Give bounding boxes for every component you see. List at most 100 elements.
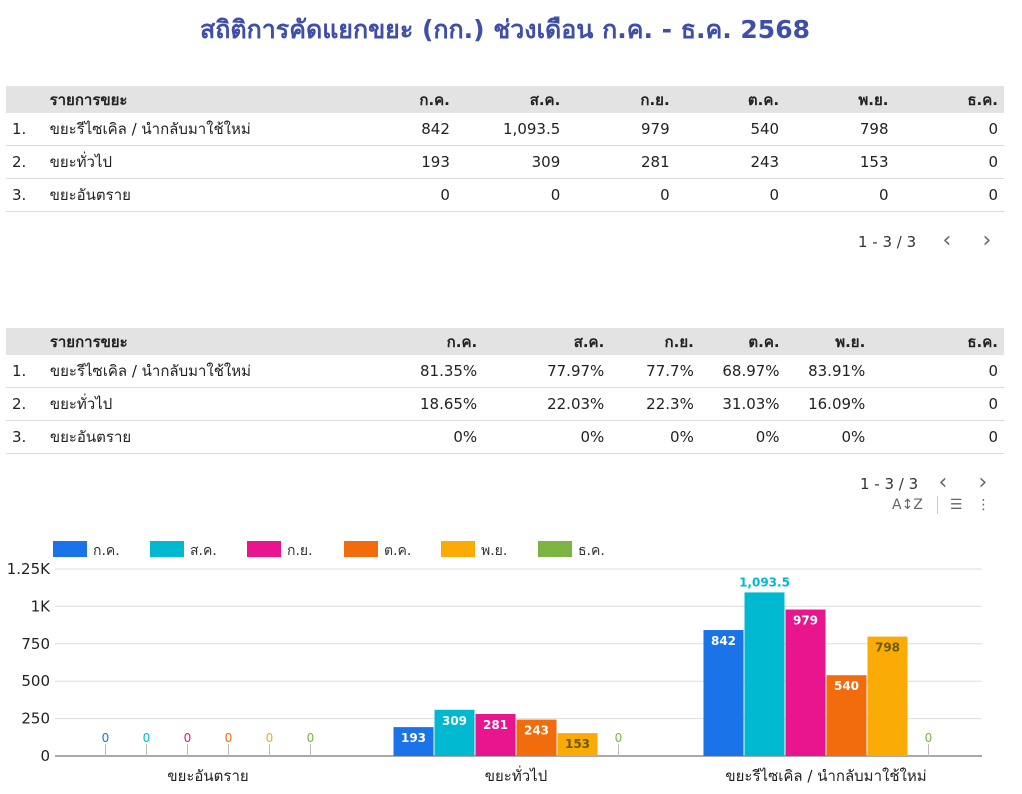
column-header[interactable]: ก.ย. [566, 86, 676, 113]
chevron-right-icon[interactable]: › [978, 470, 988, 495]
pager-table2: 1 - 3 / 3 ‹ › [860, 470, 1003, 495]
bar [475, 713, 516, 756]
cell-value: 0% [342, 420, 484, 454]
cell-value: 153 [785, 145, 895, 179]
column-header[interactable]: ก.ย. [610, 328, 700, 355]
row-index: 2. [6, 145, 44, 179]
bar [744, 592, 785, 756]
pager-text: 1 - 3 / 3 [858, 233, 917, 251]
y-tick-label: 1K [31, 597, 52, 615]
cell-value: 83.91% [785, 355, 872, 388]
cell-value: 0% [785, 420, 872, 454]
cell-value: 1,093.5 [455, 113, 567, 146]
cell-value: 309 [455, 145, 567, 179]
data-label: 0 [184, 731, 192, 745]
column-header[interactable]: พ.ย. [785, 328, 872, 355]
row-label: ขยะอันตราย [43, 178, 347, 212]
bar [785, 609, 826, 756]
table-toolbar: A↕Z ☰ ⋮ [892, 496, 1004, 514]
sort-az-icon[interactable]: A↕Z [892, 497, 923, 513]
bar [393, 727, 434, 756]
cell-value: 81.35% [342, 355, 484, 388]
column-header[interactable]: พ.ย. [785, 86, 895, 113]
cell-value: 0 [894, 178, 1004, 212]
more-vert-icon[interactable]: ⋮ [976, 497, 991, 513]
filter-icon[interactable]: ☰ [949, 497, 963, 513]
data-label: 193 [401, 731, 426, 745]
legend-label: ส.ค. [190, 543, 217, 559]
data-label: 1,093.5 [739, 575, 790, 589]
data-label: 243 [524, 724, 549, 738]
cell-value: 0 [871, 387, 1004, 421]
column-header[interactable]: ธ.ค. [894, 86, 1004, 113]
x-tick-label: ขยะทั่วไป [485, 765, 547, 785]
waste-table-kg: รายการขยะ ก.ค. ส.ค. ก.ย. ต.ค. พ.ย. ธ.ค. 1. ขยะรี… [6, 86, 1004, 212]
cell-value: 22.03% [483, 387, 611, 421]
legend-swatch [53, 541, 87, 557]
cell-value: 0% [699, 420, 786, 454]
cell-value: 0 [894, 113, 1004, 146]
column-header[interactable]: ก.ค. [342, 328, 484, 355]
row-index: 3. [6, 420, 44, 454]
legend-label: ก.ค. [93, 543, 120, 559]
table-row: 2. ขยะทั่วไป 18.65% 22.03% 22.3% 31.03% 16.09%… [6, 387, 1004, 421]
data-label: 0 [225, 731, 233, 745]
data-label: 798 [875, 641, 900, 655]
cell-value: 979 [566, 113, 676, 146]
cell-value: 0 [871, 355, 1004, 388]
table-row: 1. ขยะรีไซเคิล / นำกลับมาใช้ใหม่ 81.35% 77.… [6, 355, 1004, 388]
waste-table-percent: รายการขยะ ก.ค. ส.ค. ก.ย. ต.ค. พ.ย. ธ.ค. 1. ขยะรี… [6, 328, 1004, 454]
column-header[interactable]: ส.ค. [455, 86, 567, 113]
bar [516, 719, 557, 756]
column-header[interactable]: ส.ค. [483, 328, 611, 355]
column-header[interactable]: ต.ค. [699, 328, 786, 355]
row-label: ขยะทั่วไป [43, 387, 343, 421]
column-header[interactable]: ก.ค. [346, 86, 456, 113]
cell-value: 22.3% [610, 387, 700, 421]
cell-value: 0 [346, 178, 456, 212]
column-header[interactable]: รายการขยะ [43, 86, 347, 113]
cell-value: 0 [566, 178, 676, 212]
chevron-right-icon[interactable]: › [982, 228, 992, 253]
cell-value: 0 [785, 178, 895, 212]
x-tick-label: ขยะรีไซเคิล / นำกลับมาใช้ใหม่ [725, 767, 926, 785]
table-row: 3. ขยะอันตราย 0 0 0 0 0 0 [6, 178, 1004, 212]
table-header: รายการขยะ ก.ค. ส.ค. ก.ย. ต.ค. พ.ย. ธ.ค. [6, 86, 1004, 113]
bar [557, 733, 598, 756]
column-header[interactable]: ต.ค. [675, 86, 786, 113]
pager-text: 1 - 3 / 3 [860, 475, 919, 493]
y-tick-label: 750 [21, 635, 50, 653]
data-label: 0 [102, 731, 110, 745]
data-label: 0 [307, 731, 315, 745]
page-title: สถิติการคัดแยกขยะ (กก.) ช่วงเดือน ก.ค. -… [200, 15, 810, 44]
row-label: ขยะอันตราย [43, 420, 343, 454]
column-header[interactable]: รายการขยะ [43, 328, 343, 355]
cell-value: 842 [346, 113, 456, 146]
divider [936, 496, 938, 514]
chevron-left-icon[interactable]: ‹ [938, 470, 948, 495]
row-index: 2. [6, 387, 44, 421]
table-header: รายการขยะ ก.ค. ส.ค. ก.ย. ต.ค. พ.ย. ธ.ค. [6, 328, 1004, 355]
chevron-left-icon[interactable]: ‹ [942, 228, 952, 253]
cell-value: 540 [675, 113, 786, 146]
legend-label: ก.ย. [287, 543, 313, 559]
row-label: ขยะทั่วไป [43, 145, 347, 179]
data-label: 0 [925, 731, 933, 745]
bar [703, 630, 744, 756]
x-tick-label: ขยะอันตราย [167, 767, 248, 785]
cell-value: 77.7% [610, 355, 700, 388]
legend-swatch [247, 541, 281, 557]
data-label: 0 [615, 731, 623, 745]
y-tick-label: 0 [40, 747, 50, 765]
data-label: 842 [711, 634, 736, 648]
legend-label: ธ.ค. [578, 543, 605, 559]
cell-value: 193 [346, 145, 456, 179]
y-tick-label: 250 [21, 710, 50, 728]
cell-value: 281 [566, 145, 676, 179]
bar [826, 675, 867, 756]
cell-value: 16.09% [785, 387, 872, 421]
column-header[interactable]: ธ.ค. [871, 328, 1004, 355]
cell-value: 0 [455, 178, 567, 212]
legend-label: พ.ย. [481, 543, 507, 559]
row-index: 1. [6, 113, 44, 146]
